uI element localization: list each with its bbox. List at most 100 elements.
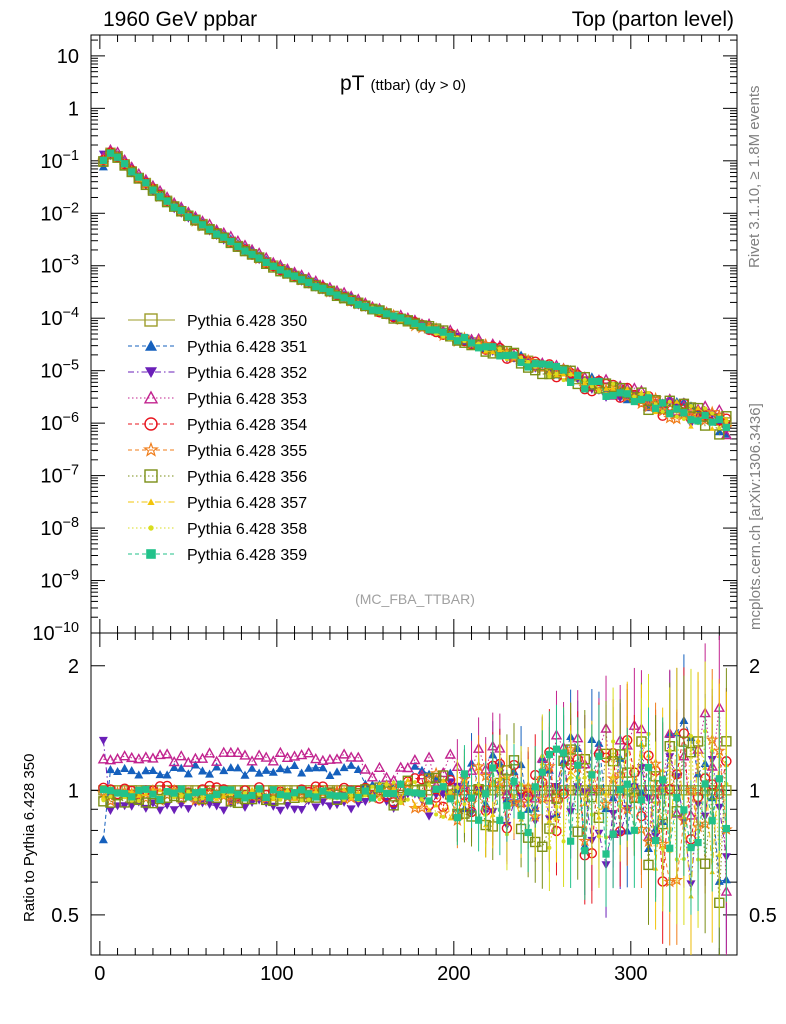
legend-item: Pythia 6.428 354	[128, 417, 307, 434]
data-point	[306, 797, 311, 802]
data-point	[162, 770, 172, 779]
data-point	[254, 768, 264, 777]
data-point	[298, 786, 306, 794]
data-point	[154, 191, 166, 202]
data-point	[554, 804, 559, 809]
data-point	[497, 767, 502, 772]
data-point	[149, 186, 157, 194]
data-point	[145, 367, 157, 378]
data-point	[220, 786, 228, 794]
mcplots-citation-label: mcplots.cern.ch [arXiv:1306.3436]	[747, 403, 764, 630]
legend-item: Pythia 6.428 351	[128, 339, 307, 356]
data-point	[609, 830, 617, 838]
data-point	[588, 377, 596, 386]
data-point	[136, 799, 141, 804]
data-point	[552, 745, 561, 753]
data-point	[113, 153, 122, 161]
data-point	[290, 805, 300, 814]
main-panel-data	[97, 143, 733, 440]
data-point	[226, 763, 236, 772]
data-point	[275, 764, 285, 773]
data-point	[411, 789, 419, 797]
data-point	[538, 360, 546, 368]
data-point	[368, 306, 377, 314]
data-point	[694, 838, 702, 847]
data-point	[161, 748, 173, 759]
data-point	[126, 166, 137, 178]
data-point	[589, 384, 594, 389]
data-point	[623, 780, 631, 788]
data-point	[333, 291, 341, 299]
data-point	[630, 826, 638, 834]
data-point	[630, 397, 638, 406]
data-point	[149, 790, 157, 798]
data-point	[681, 417, 686, 422]
data-point	[260, 751, 272, 762]
data-point	[699, 858, 711, 869]
data-point	[701, 780, 709, 788]
data-point	[673, 405, 681, 413]
ratio-panel-data	[97, 635, 733, 955]
data-point	[249, 786, 255, 792]
data-point	[432, 785, 440, 793]
data-point	[423, 751, 435, 762]
x-tick-label: 0	[94, 963, 105, 985]
data-point	[146, 549, 156, 559]
data-point	[418, 322, 426, 331]
legend-item: Pythia 6.428 359	[128, 547, 307, 564]
data-point	[349, 793, 354, 798]
data-point	[348, 795, 354, 801]
data-point	[409, 754, 421, 765]
data-point	[722, 824, 730, 833]
data-point	[303, 747, 315, 758]
data-point	[424, 812, 434, 821]
data-point	[312, 793, 320, 801]
data-point	[332, 767, 342, 776]
data-point	[354, 300, 362, 309]
data-point	[205, 794, 214, 802]
series-354	[98, 147, 732, 426]
data-point	[632, 394, 637, 399]
data-point	[723, 416, 730, 422]
data-point	[169, 806, 179, 815]
data-point	[219, 766, 229, 775]
data-point	[169, 762, 179, 772]
legend-item: Pythia 6.428 350	[128, 313, 307, 330]
data-point	[317, 754, 329, 766]
data-point	[353, 764, 363, 774]
data-point	[255, 785, 263, 793]
data-point	[359, 763, 372, 774]
data-point	[659, 776, 667, 784]
data-point	[651, 404, 660, 412]
data-point	[129, 789, 135, 794]
ratio-y-tick-label: 1	[749, 780, 760, 802]
data-point	[425, 326, 433, 334]
legend-item: Pythia 6.428 353	[128, 390, 307, 408]
data-point	[611, 739, 616, 744]
legend-label: Pythia 6.428 351	[187, 339, 307, 356]
data-point	[561, 378, 566, 383]
data-point	[305, 279, 313, 287]
y-tick-label: 10−4	[40, 305, 79, 330]
data-point	[425, 797, 433, 805]
data-point	[121, 789, 129, 798]
data-point	[643, 859, 654, 871]
y-tick-label: 10−7	[40, 463, 79, 488]
data-point	[227, 238, 235, 246]
data-point	[724, 419, 729, 424]
data-point	[218, 746, 230, 757]
ratio-y-tick-label: 0.5	[51, 905, 79, 927]
data-point	[390, 312, 398, 320]
data-point	[574, 371, 582, 380]
data-point	[710, 411, 715, 416]
data-point	[297, 805, 307, 815]
ratio-series-line	[103, 733, 727, 882]
data-point	[382, 790, 391, 798]
data-point	[623, 390, 631, 398]
data-point	[659, 399, 667, 407]
data-point	[338, 748, 350, 759]
data-point	[168, 755, 180, 767]
data-point	[467, 794, 476, 802]
data-point	[248, 791, 256, 800]
